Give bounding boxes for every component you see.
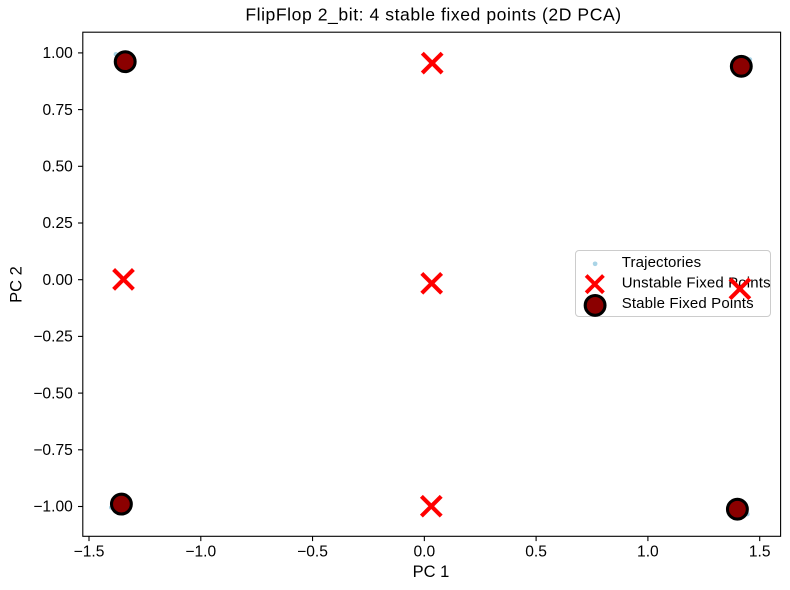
svg-text:PC 2: PC 2: [7, 266, 25, 303]
svg-text:PC 1: PC 1: [413, 563, 450, 581]
svg-text:−0.75: −0.75: [33, 442, 73, 459]
svg-text:Stable Fixed Points: Stable Fixed Points: [622, 295, 754, 312]
svg-text:Trajectories: Trajectories: [622, 254, 702, 271]
svg-text:0.0: 0.0: [414, 544, 436, 561]
svg-text:0.75: 0.75: [42, 102, 73, 119]
svg-text:1.5: 1.5: [749, 544, 771, 561]
svg-text:0.00: 0.00: [42, 272, 73, 289]
svg-text:−1.5: −1.5: [74, 544, 105, 561]
svg-text:−1.0: −1.0: [185, 544, 216, 561]
svg-text:−0.5: −0.5: [297, 544, 328, 561]
svg-text:1.0: 1.0: [637, 544, 659, 561]
svg-text:−0.25: −0.25: [33, 329, 73, 346]
svg-text:1.00: 1.00: [42, 45, 73, 62]
svg-text:FlipFlop 2_bit: 4 stable fixed: FlipFlop 2_bit: 4 stable fixed points (2…: [245, 5, 621, 26]
svg-text:−1.00: −1.00: [33, 499, 73, 516]
svg-text:Unstable Fixed Points: Unstable Fixed Points: [622, 275, 771, 292]
svg-text:0.5: 0.5: [525, 544, 547, 561]
svg-text:0.50: 0.50: [42, 159, 73, 176]
svg-text:0.25: 0.25: [42, 215, 73, 232]
svg-text:−0.50: −0.50: [33, 385, 73, 402]
